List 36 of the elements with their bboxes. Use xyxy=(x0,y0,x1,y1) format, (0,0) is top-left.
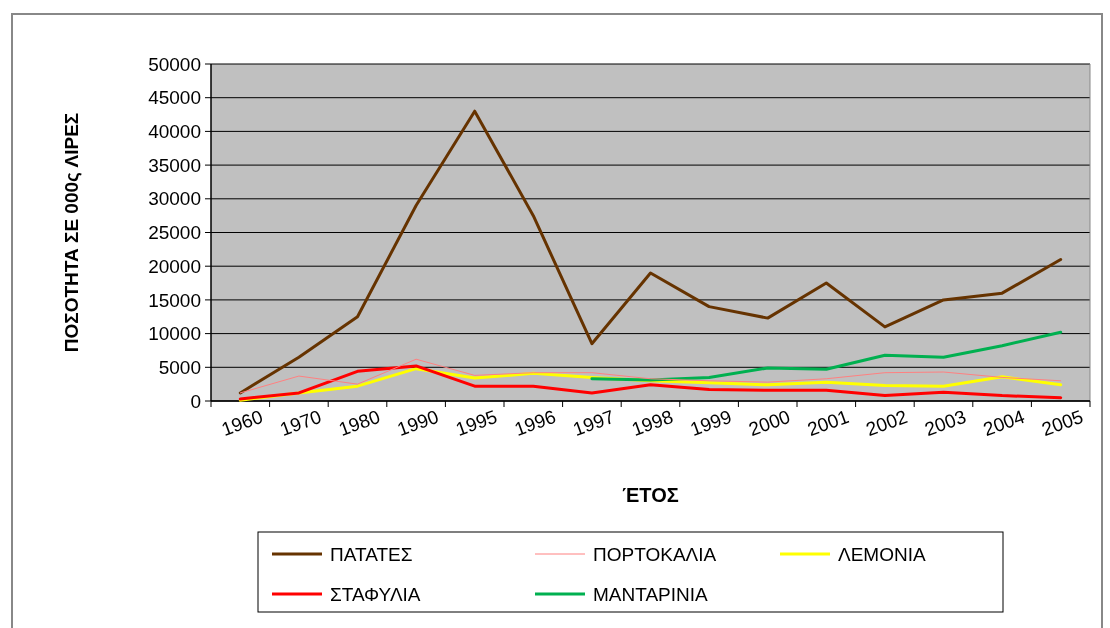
x-axis-title: ΈΤΟΣ xyxy=(622,484,679,506)
legend-label: ΠΟΡΤΟΚΑΛΙΑ xyxy=(593,543,717,565)
x-tick-label: 1980 xyxy=(335,405,383,440)
y-tick-label: 45000 xyxy=(148,87,201,109)
y-tick-label: 35000 xyxy=(148,154,201,176)
y-tick-label: 15000 xyxy=(148,289,201,311)
y-tick-label: 50000 xyxy=(148,53,201,75)
x-tick-label: 1995 xyxy=(453,405,500,440)
x-tick-label: 2004 xyxy=(980,405,1028,440)
x-tick-label: 1970 xyxy=(277,405,325,440)
y-tick-label: 25000 xyxy=(148,222,201,244)
x-tick-label: 1999 xyxy=(687,405,735,440)
x-tick-label: 1996 xyxy=(511,405,559,440)
line-series xyxy=(239,358,1062,394)
y-tick-label: 40000 xyxy=(148,121,201,143)
legend-label: ΛΕΜΟΝΙΑ xyxy=(838,543,926,565)
x-tick-label: 2002 xyxy=(863,405,911,440)
legend-label: ΜΑΝΤΑΡΙΝΙΑ xyxy=(593,583,709,605)
x-tick-label: 1990 xyxy=(394,405,442,440)
x-tick-label: 1998 xyxy=(628,405,676,440)
line-series xyxy=(238,109,1063,395)
x-tick-label: 2000 xyxy=(746,405,793,440)
x-tick-label: 2001 xyxy=(804,405,852,440)
x-tick-label: 1960 xyxy=(218,405,266,440)
legend-label: ΠΑΤΑΤΕΣ xyxy=(330,543,413,565)
line-series xyxy=(590,330,1063,382)
y-tick-label: 5000 xyxy=(158,356,201,378)
y-tick-label: 30000 xyxy=(148,188,201,210)
x-tick-label: 2005 xyxy=(1039,405,1086,440)
y-axis-title: ΠΟΣΟΤΗΤΑ ΣΕ 000ς ΛΙΡΕΣ xyxy=(61,112,82,353)
x-tick-label: 2003 xyxy=(921,405,969,440)
x-tick-label: 1997 xyxy=(570,405,618,440)
legend-label: ΣΤΑΦΥΛΙΑ xyxy=(330,583,421,605)
y-tick-label: 10000 xyxy=(148,323,201,345)
y-tick-label: 0 xyxy=(190,390,201,412)
y-tick-label: 20000 xyxy=(148,255,201,277)
